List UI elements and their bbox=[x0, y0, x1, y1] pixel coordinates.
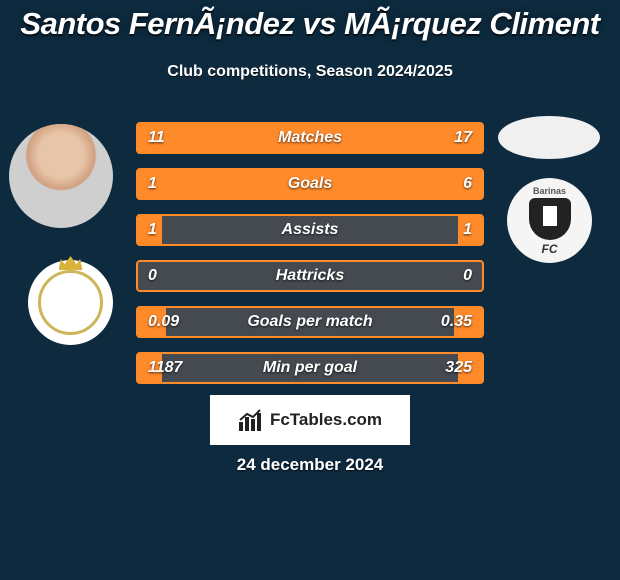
player-right-avatar bbox=[498, 116, 600, 159]
stats-bars: 1117Matches 16Goals 11Assists 0 0Hattricks 0.… bbox=[136, 122, 484, 398]
stat-label: Min per goal bbox=[138, 354, 482, 382]
stat-row: 16Goals bbox=[136, 168, 484, 200]
bar-fill-right bbox=[458, 354, 482, 382]
footer-date: 24 december 2024 bbox=[0, 455, 620, 475]
stat-row: 0.090.35Goals per match bbox=[136, 306, 484, 338]
badge-ring bbox=[38, 270, 103, 335]
bar-fill-left bbox=[138, 170, 186, 198]
stat-value-right: 0 bbox=[453, 262, 482, 290]
stat-label: Hattricks bbox=[138, 262, 482, 290]
badge-arc-text: Barinas bbox=[533, 186, 566, 196]
club-badge-right: Barinas FC bbox=[507, 178, 592, 263]
stat-label: Goals per match bbox=[138, 308, 482, 336]
shield-icon bbox=[529, 198, 571, 240]
stat-row: 0 0Hattricks bbox=[136, 260, 484, 292]
badge-inner: Barinas FC bbox=[511, 182, 588, 259]
bar-fill-right bbox=[454, 308, 482, 336]
bar-chart-spark-icon bbox=[238, 408, 264, 432]
stat-value-left: 0 bbox=[138, 262, 167, 290]
stat-row: 1187325Min per goal bbox=[136, 352, 484, 384]
bar-fill-left bbox=[138, 354, 162, 382]
bar-fill-left bbox=[138, 216, 162, 244]
bar-fill-left bbox=[138, 124, 272, 152]
player-left-avatar bbox=[9, 124, 113, 228]
stat-row: 11Assists bbox=[136, 214, 484, 246]
page-title: Santos FernÃ¡ndez vs MÃ¡rquez Climent bbox=[0, 6, 620, 42]
stat-label: Assists bbox=[138, 216, 482, 244]
brand-box: FcTables.com bbox=[210, 395, 410, 445]
bar-fill-left bbox=[138, 308, 166, 336]
stat-row: 1117Matches bbox=[136, 122, 484, 154]
brand-label: FcTables.com bbox=[270, 410, 382, 430]
bar-fill-right bbox=[458, 216, 482, 244]
badge-fc-text: FC bbox=[542, 242, 558, 256]
bar-fill-right bbox=[272, 124, 482, 152]
page-subtitle: Club competitions, Season 2024/2025 bbox=[0, 63, 620, 81]
bar-fill-right bbox=[186, 170, 482, 198]
headshot-placeholder bbox=[9, 124, 113, 228]
club-badge-left bbox=[28, 260, 113, 345]
